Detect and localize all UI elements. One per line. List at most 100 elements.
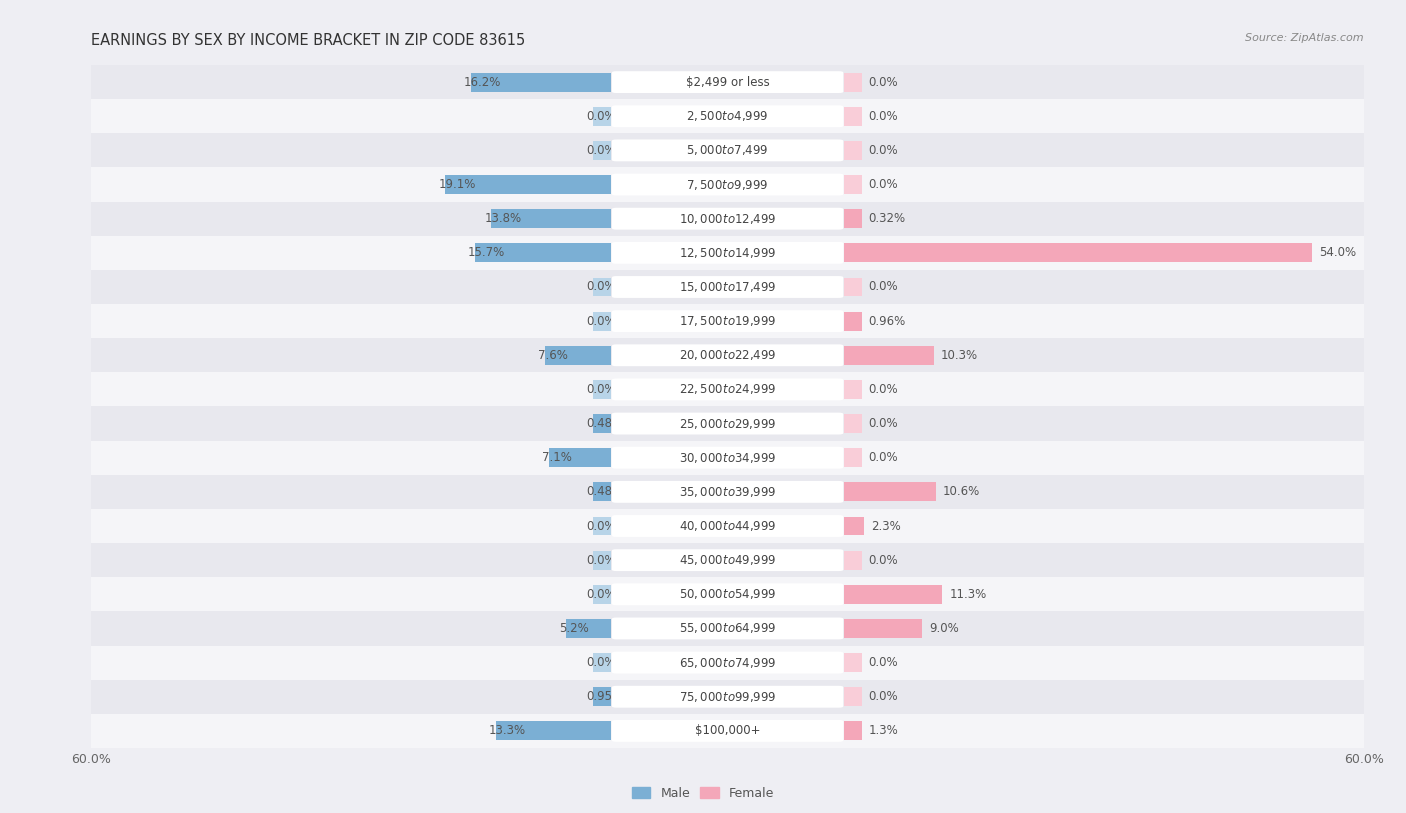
Bar bbox=[845, 99, 1364, 133]
FancyBboxPatch shape bbox=[612, 379, 844, 400]
Bar bbox=[91, 133, 610, 167]
Text: $30,000 to $34,999: $30,000 to $34,999 bbox=[679, 450, 776, 465]
Bar bbox=[845, 304, 1364, 338]
Bar bbox=[593, 516, 610, 536]
Text: 7.6%: 7.6% bbox=[538, 349, 568, 362]
Bar bbox=[845, 133, 1364, 167]
Bar bbox=[845, 680, 1364, 714]
Bar bbox=[91, 509, 610, 543]
Bar bbox=[845, 72, 862, 92]
Bar bbox=[593, 277, 610, 297]
Bar bbox=[610, 167, 845, 202]
FancyBboxPatch shape bbox=[612, 106, 844, 127]
Bar bbox=[845, 236, 1364, 270]
Bar bbox=[610, 441, 845, 475]
Text: $22,500 to $24,999: $22,500 to $24,999 bbox=[679, 382, 776, 397]
Text: 0.0%: 0.0% bbox=[869, 656, 898, 669]
Bar bbox=[91, 577, 610, 611]
FancyBboxPatch shape bbox=[612, 618, 844, 639]
Bar bbox=[845, 202, 1364, 236]
Text: 0.96%: 0.96% bbox=[869, 315, 905, 328]
Bar bbox=[610, 475, 845, 509]
FancyBboxPatch shape bbox=[612, 276, 844, 298]
Bar bbox=[593, 311, 610, 331]
Bar bbox=[91, 202, 610, 236]
Text: 0.0%: 0.0% bbox=[869, 383, 898, 396]
Bar bbox=[91, 304, 610, 338]
Bar bbox=[593, 585, 610, 604]
Bar bbox=[845, 516, 865, 536]
Bar bbox=[845, 714, 1364, 748]
Text: 0.0%: 0.0% bbox=[869, 690, 898, 703]
Bar bbox=[845, 611, 1364, 646]
FancyBboxPatch shape bbox=[612, 515, 844, 537]
Bar bbox=[845, 209, 862, 228]
Bar bbox=[446, 175, 610, 194]
Bar bbox=[845, 653, 862, 672]
Bar bbox=[593, 653, 610, 672]
FancyBboxPatch shape bbox=[612, 174, 844, 195]
Bar bbox=[845, 243, 1312, 263]
Bar bbox=[845, 277, 862, 297]
Text: 0.0%: 0.0% bbox=[869, 110, 898, 123]
Text: 0.0%: 0.0% bbox=[869, 417, 898, 430]
Bar bbox=[91, 475, 610, 509]
Bar bbox=[845, 646, 1364, 680]
Text: 0.0%: 0.0% bbox=[586, 656, 616, 669]
Bar bbox=[610, 338, 845, 372]
Text: 15.7%: 15.7% bbox=[468, 246, 505, 259]
Bar bbox=[845, 441, 1364, 475]
Bar bbox=[610, 65, 845, 99]
Bar bbox=[610, 406, 845, 441]
Bar bbox=[610, 99, 845, 133]
Text: $40,000 to $44,999: $40,000 to $44,999 bbox=[679, 519, 776, 533]
Text: $2,499 or less: $2,499 or less bbox=[686, 76, 769, 89]
Bar bbox=[550, 448, 610, 467]
Bar bbox=[845, 687, 862, 706]
Text: 0.0%: 0.0% bbox=[586, 315, 616, 328]
Bar bbox=[91, 65, 610, 99]
Text: $75,000 to $99,999: $75,000 to $99,999 bbox=[679, 689, 776, 704]
Bar bbox=[610, 577, 845, 611]
Text: 0.0%: 0.0% bbox=[586, 554, 616, 567]
Bar bbox=[845, 270, 1364, 304]
Text: 1.3%: 1.3% bbox=[869, 724, 898, 737]
Text: EARNINGS BY SEX BY INCOME BRACKET IN ZIP CODE 83615: EARNINGS BY SEX BY INCOME BRACKET IN ZIP… bbox=[91, 33, 526, 47]
Bar bbox=[610, 509, 845, 543]
Bar bbox=[91, 611, 610, 646]
FancyBboxPatch shape bbox=[612, 72, 844, 93]
Text: 54.0%: 54.0% bbox=[1319, 246, 1355, 259]
Bar bbox=[593, 482, 610, 502]
Bar bbox=[91, 99, 610, 133]
FancyBboxPatch shape bbox=[612, 242, 844, 263]
Text: 0.0%: 0.0% bbox=[586, 588, 616, 601]
Text: 5.2%: 5.2% bbox=[558, 622, 589, 635]
Bar bbox=[845, 448, 862, 467]
Text: $100,000+: $100,000+ bbox=[695, 724, 761, 737]
Text: 0.0%: 0.0% bbox=[586, 280, 616, 293]
Text: 0.95%: 0.95% bbox=[586, 690, 624, 703]
Text: 13.8%: 13.8% bbox=[485, 212, 522, 225]
FancyBboxPatch shape bbox=[612, 413, 844, 434]
FancyBboxPatch shape bbox=[612, 345, 844, 366]
Bar bbox=[845, 482, 936, 502]
Text: 0.48%: 0.48% bbox=[586, 417, 624, 430]
Bar bbox=[845, 338, 1364, 372]
Bar bbox=[845, 380, 862, 399]
Bar bbox=[610, 270, 845, 304]
Text: 10.3%: 10.3% bbox=[941, 349, 977, 362]
Text: 0.0%: 0.0% bbox=[869, 76, 898, 89]
Legend: Male, Female: Male, Female bbox=[627, 782, 779, 805]
Bar bbox=[845, 141, 862, 160]
Bar bbox=[610, 236, 845, 270]
Bar bbox=[610, 372, 845, 406]
FancyBboxPatch shape bbox=[612, 686, 844, 707]
Text: 0.0%: 0.0% bbox=[586, 144, 616, 157]
Bar bbox=[610, 202, 845, 236]
Bar bbox=[845, 475, 1364, 509]
Text: 0.48%: 0.48% bbox=[586, 485, 624, 498]
Bar bbox=[593, 687, 610, 706]
Bar bbox=[593, 414, 610, 433]
Text: $35,000 to $39,999: $35,000 to $39,999 bbox=[679, 485, 776, 499]
Bar bbox=[845, 619, 922, 638]
